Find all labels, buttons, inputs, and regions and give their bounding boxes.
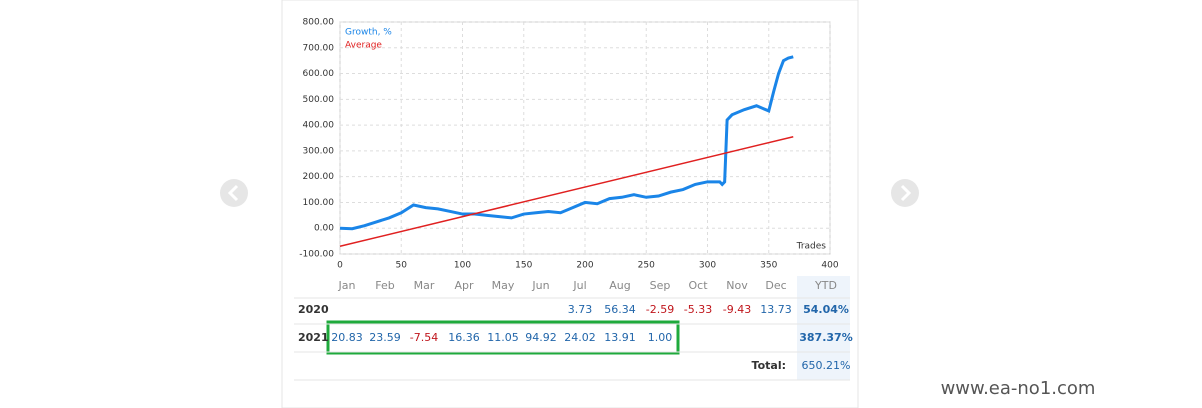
month-value: -9.43 [723, 303, 751, 316]
table-header: Jan [338, 279, 356, 292]
row-year: 2020 [298, 303, 329, 316]
month-value: 1.00 [648, 331, 673, 344]
x-tick-label: 150 [515, 261, 532, 271]
next-button[interactable] [891, 179, 919, 207]
y-tick-label: 300.00 [303, 146, 335, 156]
row-year: 2021 [298, 331, 329, 344]
month-value: 11.05 [487, 331, 519, 344]
y-tick-label: 100.00 [303, 198, 335, 208]
total-label: Total: [752, 359, 786, 372]
month-value: 3.73 [568, 303, 593, 316]
prev-arrow [227, 184, 239, 202]
prev-button[interactable] [220, 179, 248, 207]
month-value: -5.33 [684, 303, 712, 316]
month-value: 20.83 [331, 331, 363, 344]
month-value: 24.02 [564, 331, 596, 344]
table-header: Jul [572, 279, 586, 292]
y-tick-label: 0.00 [314, 224, 334, 234]
month-value: 16.36 [448, 331, 480, 344]
x-tick-label: 0 [337, 261, 343, 271]
table-header: Jun [531, 279, 549, 292]
x-tick-label: 250 [638, 261, 655, 271]
table-header: May [492, 279, 515, 292]
next-arrow [900, 184, 912, 202]
y-tick-label: 700.00 [303, 43, 335, 53]
x-axis-label: Trades [796, 242, 827, 252]
month-value: 56.34 [604, 303, 636, 316]
series-line [339, 135, 794, 247]
table-header: Apr [454, 279, 474, 292]
ytd-value: 54.04% [803, 303, 849, 316]
month-value: 94.92 [525, 331, 557, 344]
table-header: Oct [688, 279, 708, 292]
x-tick-label: 100 [454, 261, 471, 271]
y-tick-label: -100.00 [299, 250, 334, 260]
x-tick-label: 400 [821, 261, 838, 271]
table-header: Sep [650, 279, 671, 292]
table-header: Feb [375, 279, 394, 292]
ytd-value: 387.37% [799, 331, 852, 344]
x-tick-label: 200 [576, 261, 593, 271]
legend-entry: Average [345, 41, 382, 51]
x-tick-label: 300 [699, 261, 716, 271]
x-tick-label: 350 [760, 261, 777, 271]
table-header: YTD [814, 279, 837, 292]
month-value: 13.73 [760, 303, 792, 316]
y-tick-label: 400.00 [303, 121, 335, 131]
month-value: -7.54 [410, 331, 438, 344]
table-header: Dec [765, 279, 786, 292]
month-value: 13.91 [604, 331, 636, 344]
y-tick-label: 500.00 [303, 95, 335, 105]
table-header: Aug [609, 279, 630, 292]
y-tick-label: 800.00 [303, 18, 335, 28]
ytd-column [797, 276, 850, 380]
total-value: 650.21% [802, 359, 851, 372]
table-header: Nov [726, 279, 748, 292]
x-tick-label: 50 [396, 261, 408, 271]
highlight-box [326, 320, 680, 355]
month-value: 23.59 [369, 331, 401, 344]
table-header: Mar [414, 279, 435, 292]
y-tick-label: 600.00 [303, 69, 335, 79]
y-tick-label: 200.00 [303, 172, 335, 182]
month-value: -2.59 [646, 303, 674, 316]
series-line [339, 55, 794, 231]
watermark: www.ea-no1.com [941, 378, 1096, 399]
legend-entry: Growth, % [345, 28, 392, 38]
